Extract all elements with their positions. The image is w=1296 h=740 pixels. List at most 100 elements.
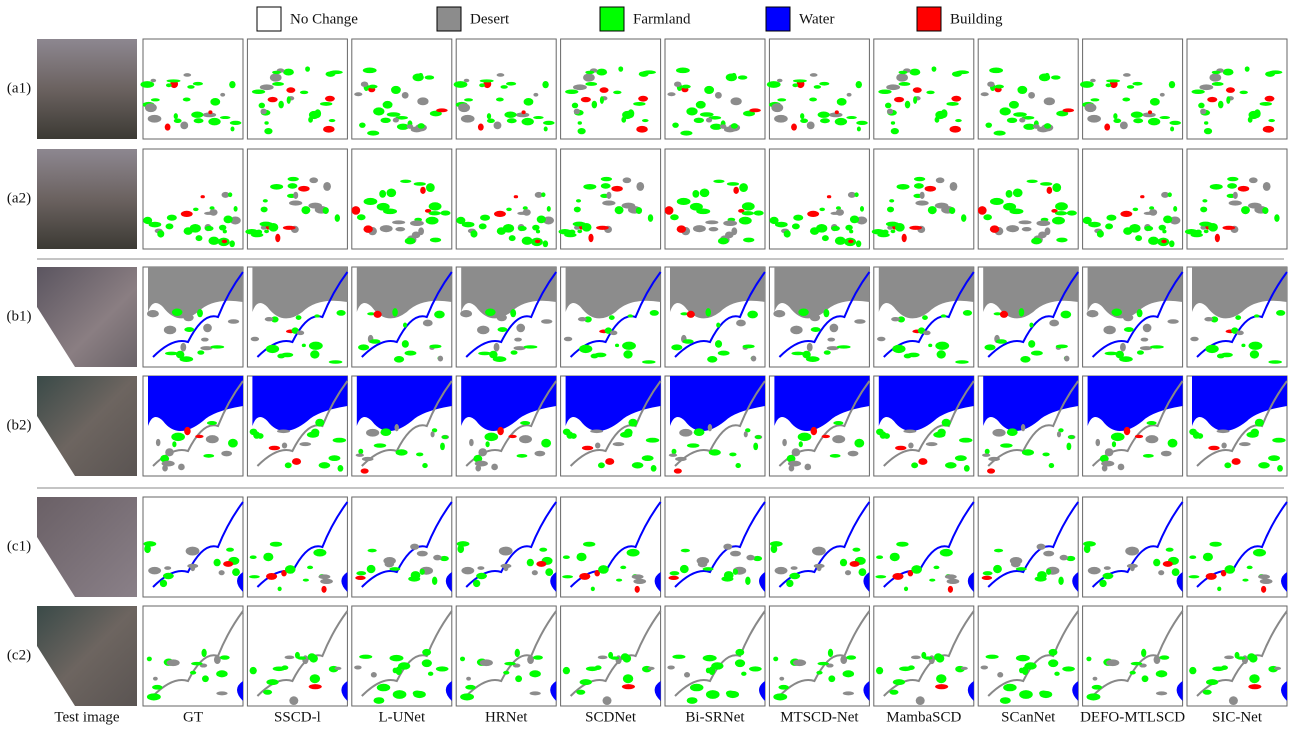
class-patch [249, 575, 260, 578]
class-patch [176, 351, 184, 359]
class-patch [309, 342, 323, 350]
class-patch [816, 671, 822, 675]
class-patch [359, 122, 366, 127]
class-patch [383, 101, 393, 109]
class-patch [321, 586, 326, 593]
class-patch [208, 118, 220, 125]
class-patch [693, 225, 706, 232]
class-patch [1268, 360, 1282, 364]
class-patch [773, 310, 785, 317]
class-patch [180, 343, 186, 352]
class-patch [151, 79, 157, 83]
class-patch [1274, 214, 1279, 222]
class-patch [891, 229, 896, 233]
class-patch [856, 240, 862, 247]
class-patch [310, 674, 320, 683]
class-patch [680, 565, 689, 573]
class-patch [986, 655, 999, 659]
class-patch [580, 679, 592, 685]
class-patch [981, 665, 988, 669]
class-patch [835, 118, 847, 125]
class-patch [665, 206, 674, 215]
class-patch [359, 655, 372, 659]
class-patch [432, 577, 437, 585]
class-patch [620, 566, 626, 569]
class-patch [1056, 238, 1067, 243]
panel [1187, 606, 1287, 706]
panel [978, 149, 1078, 249]
class-patch [1221, 665, 1228, 670]
class-patch [1169, 81, 1175, 88]
class-patch [1249, 674, 1259, 683]
class-patch [1189, 667, 1196, 674]
class-patch [1141, 649, 1146, 657]
class-patch [1112, 441, 1116, 447]
class-patch [671, 344, 682, 350]
class-patch [320, 102, 332, 106]
panel [352, 376, 452, 476]
class-patch [889, 199, 894, 202]
class-patch [405, 238, 416, 245]
panel [874, 376, 974, 476]
class-patch [804, 464, 811, 471]
class-patch [476, 573, 487, 579]
class-patch [1168, 439, 1178, 448]
class-patch [510, 309, 516, 317]
class-patch [393, 118, 399, 123]
class-patch [576, 553, 586, 561]
class-patch [964, 465, 970, 472]
class-patch [461, 115, 475, 123]
panel [561, 497, 661, 597]
class-patch [1044, 123, 1051, 129]
class-patch [779, 677, 784, 681]
map-bg [143, 39, 243, 139]
column-label: SSCD-l [274, 709, 321, 725]
class-patch [936, 654, 945, 662]
class-patch [309, 654, 318, 662]
class-patch [1066, 443, 1071, 451]
class-patch [402, 92, 409, 99]
class-patch [1068, 435, 1075, 439]
panel [978, 267, 1078, 367]
legend-swatch [766, 7, 790, 31]
class-patch [251, 337, 259, 342]
class-patch [687, 697, 698, 704]
class-patch [648, 214, 653, 222]
class-patch [733, 569, 738, 575]
class-patch [895, 446, 906, 450]
class-patch [1261, 586, 1266, 593]
class-patch [329, 70, 343, 74]
class-patch [1123, 227, 1132, 235]
class-patch [470, 230, 477, 237]
class-patch [1092, 685, 1102, 690]
class-patch [933, 432, 945, 438]
class-patch [183, 73, 191, 77]
class-patch [1235, 315, 1241, 320]
class-patch [849, 230, 853, 234]
class-patch [1103, 326, 1115, 335]
class-patch [460, 693, 474, 700]
legend-label: No Change [290, 11, 358, 27]
panel [874, 39, 974, 139]
class-patch [679, 429, 692, 437]
class-patch [1148, 237, 1159, 245]
class-patch [623, 674, 633, 683]
class-patch [809, 98, 817, 102]
class-patch [522, 110, 526, 114]
class-patch [777, 98, 786, 101]
class-patch [229, 240, 235, 247]
class-patch [668, 576, 678, 580]
class-patch [509, 235, 516, 241]
class-patch [1255, 419, 1264, 427]
class-patch [228, 319, 239, 324]
class-patch [595, 443, 600, 449]
class-patch [272, 71, 281, 74]
class-patch [354, 665, 361, 669]
class-patch [1146, 421, 1156, 425]
class-patch [1118, 464, 1125, 471]
class-patch [1047, 187, 1053, 194]
class-patch [1263, 182, 1271, 191]
class-patch [1247, 566, 1253, 569]
class-patch [147, 657, 152, 662]
class-patch [743, 344, 755, 348]
